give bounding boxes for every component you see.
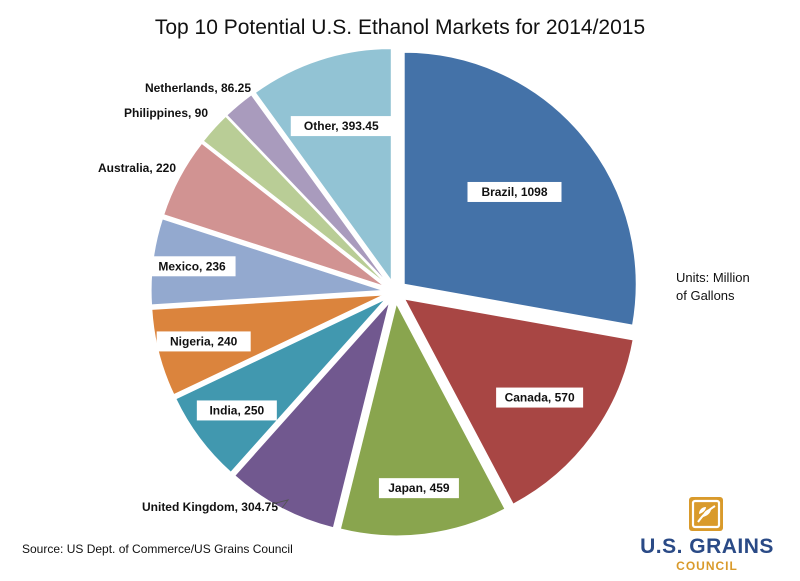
pie-slice-australia [163,142,385,287]
slice-label-philippines: Philippines, 90 [124,106,208,120]
slice-label-australia: Australia, 220 [98,161,176,175]
logo-name: U.S. GRAINS [640,535,774,558]
pie-slice-philippines [202,115,387,285]
slice-label-box-mexico [148,256,236,277]
slice-label-box-japan [378,478,459,499]
slice-label-nigeria: Nigeria, 240 [170,334,238,348]
source-note: Source: US Dept. of Commerce/US Grains C… [22,542,293,556]
pie-slice-japan [339,302,506,537]
slice-label-box-other [290,116,392,137]
slice-label-box-nigeria [156,331,251,352]
units-line-2: of Gallons [676,288,735,303]
slice-label-box-brazil [467,181,562,202]
wheat-leaf-icon [689,497,723,531]
pie-slice-united-kingdom [234,302,390,529]
chart-title: Top 10 Potential U.S. Ethanol Markets fo… [154,16,646,39]
units-line-1: Units: Million [676,270,750,285]
slice-label-canada: Canada, 570 [505,391,575,405]
logo-subtitle: COUNCIL [676,559,738,573]
slice-label-other: Other, 393.45 [304,119,379,133]
slice-label-japan: Japan, 459 [388,481,450,495]
slice-label-mexico: Mexico, 236 [158,259,226,273]
slice-label-netherlands: Netherlands, 86.25 [145,81,251,95]
slice-label-united-kingdom: United Kingdom, 304.75 [142,500,278,514]
slice-label-brazil: Brazil, 1098 [481,185,547,199]
slice-label-box-india [196,400,277,421]
pie-slice-other [254,48,392,283]
pie-slice-netherlands [226,94,388,284]
leader-line-united-kingdom [272,499,290,509]
pie-slice-nigeria [151,294,384,396]
us-grains-council-logo: U.S. GRAINS COUNCIL [632,497,782,577]
slice-label-box-canada [496,387,584,408]
pie-slice-india [175,298,386,473]
slice-label-india: India, 250 [209,403,264,417]
units-note: Units: Million of Gallons [676,269,796,305]
